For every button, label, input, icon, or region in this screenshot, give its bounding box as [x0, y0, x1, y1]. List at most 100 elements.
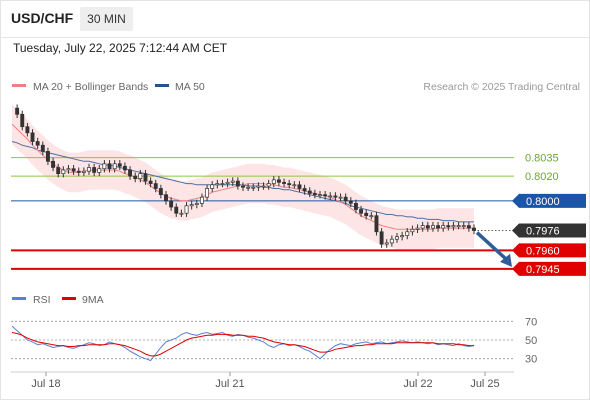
- candle-body: [107, 163, 112, 170]
- candle-body: [15, 107, 20, 115]
- candle-body: [410, 228, 415, 233]
- candle-body: [374, 215, 379, 233]
- candle-body: [420, 225, 425, 229]
- candle-body: [87, 167, 91, 172]
- candle-body: [205, 188, 210, 198]
- candle-body: [472, 227, 476, 231]
- candle-body: [338, 196, 343, 199]
- candle-body: [353, 202, 358, 210]
- support-tag-0.7945: [512, 261, 586, 276]
- candle-body: [117, 163, 122, 167]
- candle-body: [133, 175, 138, 179]
- candle-body: [20, 113, 25, 128]
- candle-body: [40, 144, 45, 152]
- candle-body: [235, 180, 240, 187]
- candle-body: [81, 170, 86, 173]
- candle-body: [30, 132, 35, 142]
- ma20-legend-swatch: [12, 84, 26, 87]
- candle-body: [415, 227, 420, 230]
- candle-body: [282, 181, 287, 184]
- rsi-legend-swatch: [12, 297, 26, 300]
- candle-body: [276, 179, 281, 183]
- candle-body: [312, 193, 317, 196]
- candle-body: [194, 202, 199, 205]
- candle-body: [148, 180, 153, 184]
- candle-body: [25, 126, 30, 134]
- candle-body: [461, 225, 466, 227]
- candle-body: [364, 212, 369, 217]
- candle-body: [456, 225, 461, 227]
- chart-header: USD/CHF 30 MIN: [0, 0, 590, 38]
- candle-body: [71, 168, 76, 172]
- rsi-ma-line: [11, 332, 474, 357]
- candle-body: [164, 194, 168, 202]
- candle-body: [446, 225, 451, 228]
- timestamp-label: Tuesday, July 22, 2025 7:12:44 AM CET: [13, 41, 228, 55]
- candle-body: [35, 141, 40, 146]
- candle-body: [225, 181, 230, 184]
- candle-body: [56, 167, 61, 175]
- bollinger-band: [12, 104, 474, 250]
- candle-body: [389, 238, 394, 244]
- ma50-legend-label: MA 50: [175, 81, 205, 93]
- candle-body: [271, 179, 276, 184]
- x-tick-jul-25: Jul 25: [470, 378, 499, 390]
- candle-body: [384, 242, 389, 245]
- candle-body: [302, 188, 307, 192]
- rsi-ma-legend-label: 9MA: [82, 294, 104, 306]
- candle-body: [138, 173, 143, 179]
- candle-body: [297, 184, 302, 189]
- symbol-label: USD/CHF: [11, 10, 74, 26]
- forecast-arrow-shaft: [475, 231, 510, 263]
- resistance-label-0.8020: 0.8020: [525, 171, 559, 183]
- pivot-tag-0.8000: [512, 193, 586, 208]
- candle-body: [153, 183, 158, 189]
- candle-body: [328, 195, 333, 198]
- rsi-tick-30: 30: [525, 354, 537, 366]
- rsi-ma-legend-swatch: [62, 297, 76, 300]
- candle-body: [210, 184, 215, 189]
- candle-body: [220, 183, 225, 185]
- candle-body: [199, 196, 204, 204]
- support-tag-0.7960: [512, 243, 586, 258]
- candle-body: [343, 196, 348, 202]
- candle-body: [379, 231, 384, 245]
- pivot-label-0.8000: 0.8000: [526, 196, 560, 208]
- candle-body: [292, 184, 297, 187]
- candle-body: [179, 212, 184, 215]
- candle-body: [466, 225, 471, 229]
- candle-body: [251, 186, 256, 189]
- candle-body: [395, 236, 399, 240]
- candle-body: [76, 170, 81, 173]
- ma50-legend-swatch: [155, 84, 169, 87]
- candle-body: [441, 225, 446, 229]
- candle-body: [158, 188, 163, 196]
- candle-body: [61, 169, 66, 175]
- candle-body: [333, 195, 338, 198]
- candle-body: [348, 200, 353, 204]
- timeframe-button[interactable]: 30 MIN: [80, 7, 133, 31]
- candle-body: [45, 151, 50, 162]
- x-tick-jul-22: Jul 22: [403, 378, 432, 390]
- candle-body: [143, 173, 148, 182]
- candle-body: [230, 180, 235, 183]
- forecast-arrow-head: [500, 253, 512, 267]
- candle-body: [169, 200, 174, 208]
- candle-body: [318, 194, 322, 197]
- candle-body: [51, 160, 56, 168]
- rsi-legend-label: RSI: [33, 294, 51, 306]
- support-label-0.7945: 0.7945: [526, 264, 560, 276]
- candle-body: [97, 168, 102, 173]
- x-tick-jul-21: Jul 21: [215, 378, 244, 390]
- candle-body: [184, 205, 189, 214]
- resistance-label-0.8035: 0.8035: [525, 153, 559, 165]
- candle-body: [369, 215, 374, 218]
- candle-body: [256, 185, 261, 188]
- ma20-legend-label: MA 20 + Bollinger Bands: [33, 81, 148, 93]
- last-price-tag: [512, 223, 586, 238]
- candle-body: [359, 209, 364, 214]
- candle-body: [92, 167, 97, 173]
- candle-body: [246, 186, 251, 189]
- last-price-label: 0.7976: [526, 226, 560, 238]
